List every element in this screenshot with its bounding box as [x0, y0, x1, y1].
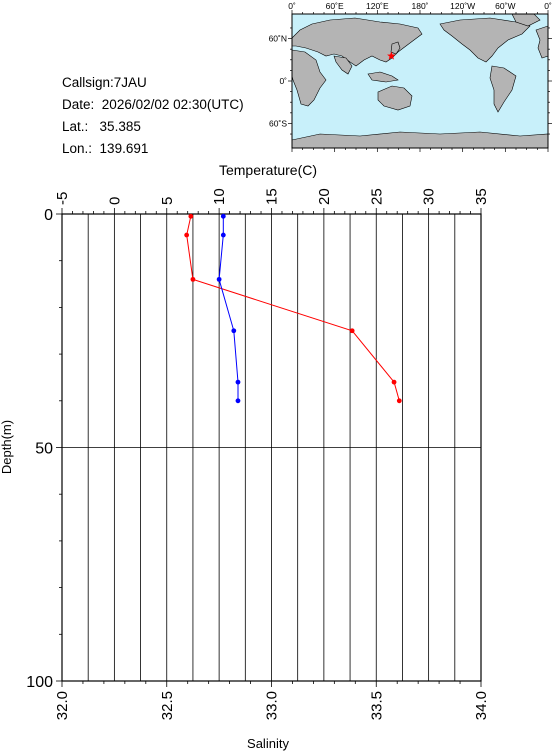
lat-row: Lat.: 35.385	[62, 116, 244, 138]
station-marker-star-icon	[387, 51, 396, 60]
depth-tick-label: 0	[44, 207, 53, 224]
map-lat-label: 60˚N	[269, 34, 287, 44]
temperature-tick-label: 0	[106, 197, 123, 205]
temperature-point	[396, 398, 402, 404]
map-lon-label: 120˚W	[450, 1, 475, 11]
salinity-tick-label: 32.0	[54, 691, 71, 720]
japan-shape	[390, 41, 401, 55]
map-lon-label: 180˚	[411, 1, 428, 11]
lon-row: Lon.: 139.691	[62, 138, 244, 160]
map-lon-label: 0˚	[544, 1, 552, 11]
temperature-tick-label: 5	[159, 197, 176, 205]
map-ticks	[288, 10, 552, 152]
salinity-point	[220, 232, 226, 238]
south-america-shape	[489, 65, 517, 113]
depth-tick-label: 100	[26, 674, 53, 691]
temperature-tick-label: 10	[211, 188, 228, 205]
salinity-tick-labels: 32.0 32.5 33.0 33.5 34.0	[54, 691, 490, 720]
temperature-point	[391, 379, 397, 385]
temperature-tick-label: 20	[316, 188, 333, 205]
temperature-tick-label: 15	[264, 188, 281, 205]
eurasia-shape	[291, 17, 423, 67]
lon-label: Lon.:	[62, 141, 93, 156]
chart-grid	[62, 214, 481, 681]
salinity-point	[235, 398, 241, 404]
callsign-value: 7JAU	[113, 75, 147, 90]
salinity-line	[218, 216, 239, 401]
date-value: 2026/02/02 02:30(UTC)	[101, 97, 244, 112]
temperature-point	[184, 232, 190, 238]
depth-axis-label: Depth(m)	[0, 420, 14, 474]
temperature-point	[349, 328, 355, 334]
temperature-tick-labels: -5 0 5 10 15 20 25 30 35	[54, 188, 490, 205]
depth-tick-labels: 0 50 100	[26, 207, 53, 691]
indonesia-shape	[367, 71, 399, 83]
station-info: Callsign:7JAU Date: 2026/02/02 02:30(UTC…	[62, 72, 244, 160]
date-row: Date: 2026/02/02 02:30(UTC)	[62, 94, 244, 116]
salinity-point	[231, 328, 237, 334]
axis-ticks	[56, 208, 482, 687]
map-lon-label: 120˚E	[366, 1, 389, 11]
india-shape	[333, 55, 353, 75]
map-land	[291, 13, 549, 149]
lat-label: Lat.:	[62, 119, 89, 134]
salinity-axis-label: Salinity	[247, 736, 289, 751]
depth-tick-label: 50	[35, 441, 53, 458]
salinity-tick-label: 32.5	[159, 691, 176, 720]
lat-value: 35.385	[99, 119, 141, 134]
map-lon-label: 0˚	[288, 1, 296, 11]
temperature-tick-label: -5	[54, 192, 71, 205]
callsign-label: Callsign:	[62, 75, 114, 90]
africa-shape	[291, 49, 327, 107]
temperature-tick-label: 25	[368, 188, 385, 205]
temperature-tick-label: 35	[473, 188, 490, 205]
chart-series	[184, 213, 402, 404]
north-america-shape	[439, 17, 531, 63]
salinity-point	[220, 213, 226, 219]
temperature-tick-label: 30	[421, 188, 438, 205]
date-label: Date:	[62, 97, 95, 112]
map-latitude-labels: 60˚N 0˚ 60˚S	[269, 34, 288, 129]
map-lon-label: 60˚W	[495, 1, 515, 11]
australia-shape	[377, 85, 413, 111]
salinity-point	[216, 276, 222, 282]
map-longitude-labels: 0˚ 60˚E 120˚E 180˚ 120˚W 60˚W 0˚	[288, 1, 552, 11]
salinity-tick-label: 33.0	[264, 691, 281, 720]
map-lat-label: 60˚S	[269, 118, 287, 128]
temperature-point	[190, 276, 196, 282]
temperature-point	[188, 213, 194, 219]
world-map: 0˚ 60˚E 120˚E 180˚ 120˚W 60˚W 0˚ 60˚N 0˚ 60˚S	[269, 1, 552, 152]
map-lat-label: 0˚	[279, 76, 287, 86]
map-lon-label: 60˚E	[326, 1, 344, 11]
temperature-line	[186, 216, 400, 401]
callsign-row: Callsign:7JAU	[62, 72, 244, 94]
salinity-point	[235, 379, 241, 385]
salinity-tick-label: 33.5	[368, 691, 385, 720]
salinity-tick-label: 34.0	[473, 691, 490, 720]
temperature-axis-label: Temperature(C)	[219, 162, 317, 178]
lon-value: 139.691	[99, 141, 149, 156]
